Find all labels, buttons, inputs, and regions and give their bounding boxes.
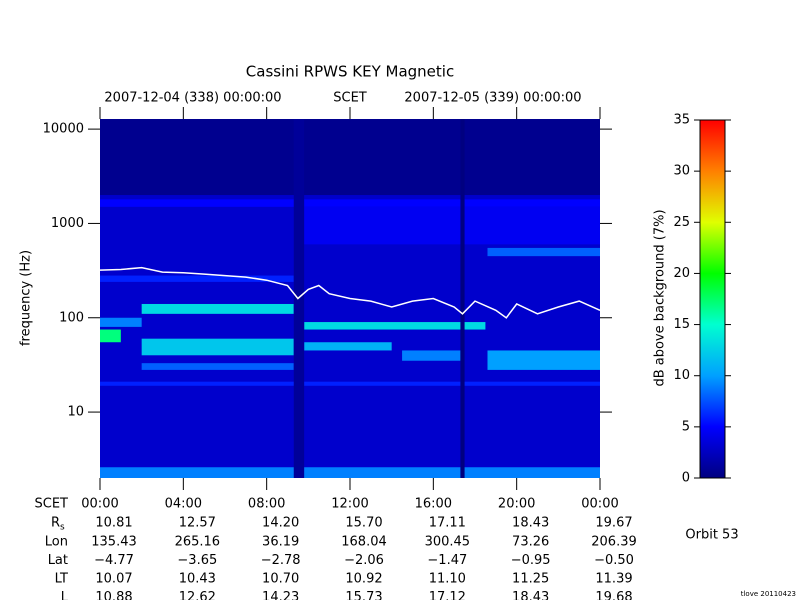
row-label-sub: s [60, 523, 65, 533]
row-label: Lon [45, 535, 68, 550]
ephemeris-value: 73.26 [512, 535, 549, 550]
end-label: 2007-12-05 (339) 00:00:00 [404, 91, 581, 106]
ephemeris-value: 15.70 [345, 516, 382, 531]
ephemeris-value: −1.47 [427, 553, 467, 568]
x-tick-label: 04:00 [165, 497, 202, 512]
ephemeris-value: 168.04 [341, 535, 387, 550]
spectrogram-cell [487, 247, 600, 257]
row-label: R [51, 516, 60, 531]
ephemeris-value: 10.70 [262, 572, 299, 587]
spectrogram-cell [304, 342, 392, 351]
ephemeris-value: −2.06 [344, 553, 384, 568]
x-tick-label: 16:00 [415, 497, 452, 512]
ephemeris-value: −0.50 [594, 553, 634, 568]
ephemeris-value: 135.43 [91, 535, 137, 550]
spectrogram-cell [100, 199, 600, 207]
y-tick-label: 100 [59, 310, 84, 325]
y-tick-label: 1000 [51, 216, 84, 231]
row-label: LT [55, 572, 68, 587]
ephemeris-value: 15.73 [345, 590, 382, 600]
spectrogram-cell [100, 275, 294, 282]
spectrogram-cell [100, 317, 142, 327]
chart-title: Cassini RPWS KEY Magnetic [246, 63, 454, 81]
spectrogram-cell [141, 363, 294, 370]
x-tick-label: 00:00 [81, 497, 118, 512]
spectrogram-cell [100, 329, 121, 343]
colorbar-tick-label: 25 [673, 215, 690, 230]
colorbar-tick-label: 20 [673, 266, 690, 281]
spectrogram-cell [402, 350, 461, 361]
ephemeris-value: 10.92 [345, 572, 382, 587]
spectrogram-cell [100, 119, 600, 196]
ephemeris-value: −0.95 [511, 553, 551, 568]
ephemeris-value: 18.43 [512, 590, 549, 600]
x-tick-label: 20:00 [498, 497, 535, 512]
ephemeris-value: 12.57 [179, 516, 216, 531]
y-axis-label: frequency (Hz) [19, 250, 34, 346]
ephemeris-value: 12.62 [179, 590, 216, 600]
ephemeris-value: 10.81 [95, 516, 132, 531]
ephemeris-value: 19.68 [595, 590, 632, 600]
spectrogram-cell [297, 206, 600, 245]
y-tick-label: 10 [67, 405, 84, 420]
ephemeris-value: 14.23 [262, 590, 299, 600]
ephemeris-value: 11.39 [595, 572, 632, 587]
ephemeris-value: 10.07 [95, 572, 132, 587]
colorbar-tick-label: 5 [682, 419, 690, 434]
spectrogram-cell [460, 119, 465, 478]
colorbar-tick-label: 30 [673, 164, 690, 179]
start-label: 2007-12-04 (338) 00:00:00 [104, 91, 281, 106]
cyclotron-line [99, 266, 601, 319]
colorbar-tick-label: 15 [673, 317, 690, 332]
ephemeris-value: −4.77 [94, 553, 134, 568]
colorbar-tick-label: 0 [682, 471, 690, 486]
y-tick-label: 10000 [43, 122, 84, 137]
ephemeris-value: 300.45 [425, 535, 471, 550]
ephemeris-value: 19.67 [595, 516, 632, 531]
spectrogram-cell [304, 322, 486, 330]
row-label: Lat [48, 553, 68, 568]
ephemeris-value: −2.78 [261, 553, 301, 568]
row-label: L [61, 590, 69, 600]
spectrogram-cell [100, 467, 600, 478]
ephemeris-value: 265.16 [175, 535, 221, 550]
colorbar-label: dB above background (7%) [653, 209, 668, 386]
ephemeris-value: 11.10 [429, 572, 466, 587]
ephemeris-value: 14.20 [262, 516, 299, 531]
colorbar [699, 119, 726, 479]
ephemeris-value: 10.43 [179, 572, 216, 587]
spectrogram-cell [141, 303, 294, 314]
ephemeris-value: 17.12 [429, 590, 466, 600]
ephemeris-value: 18.43 [512, 516, 549, 531]
colorbar-tick-label: 10 [673, 368, 690, 383]
x-tick-label: 08:00 [248, 497, 285, 512]
colorbar-tick-label: 35 [673, 113, 690, 128]
ephemeris-value: −3.65 [177, 553, 217, 568]
spectrogram-cell [100, 381, 600, 386]
ephemeris-value: 36.19 [262, 535, 299, 550]
ephemeris-value: 11.25 [512, 572, 549, 587]
x-tick-label: 12:00 [331, 497, 368, 512]
spectrogram-cell [141, 338, 294, 356]
row-label: SCET [35, 497, 69, 512]
scet-label: SCET [333, 91, 367, 106]
x-tick-label: 00:00 [581, 497, 618, 512]
spectrogram-cell [487, 350, 600, 370]
ephemeris-value: 17.11 [429, 516, 466, 531]
ephemeris-value: 206.39 [591, 535, 637, 550]
version-label: tlove 20110423 [741, 590, 796, 598]
orbit-label: Orbit 53 [685, 528, 738, 543]
ephemeris-value: 10.88 [95, 590, 132, 600]
